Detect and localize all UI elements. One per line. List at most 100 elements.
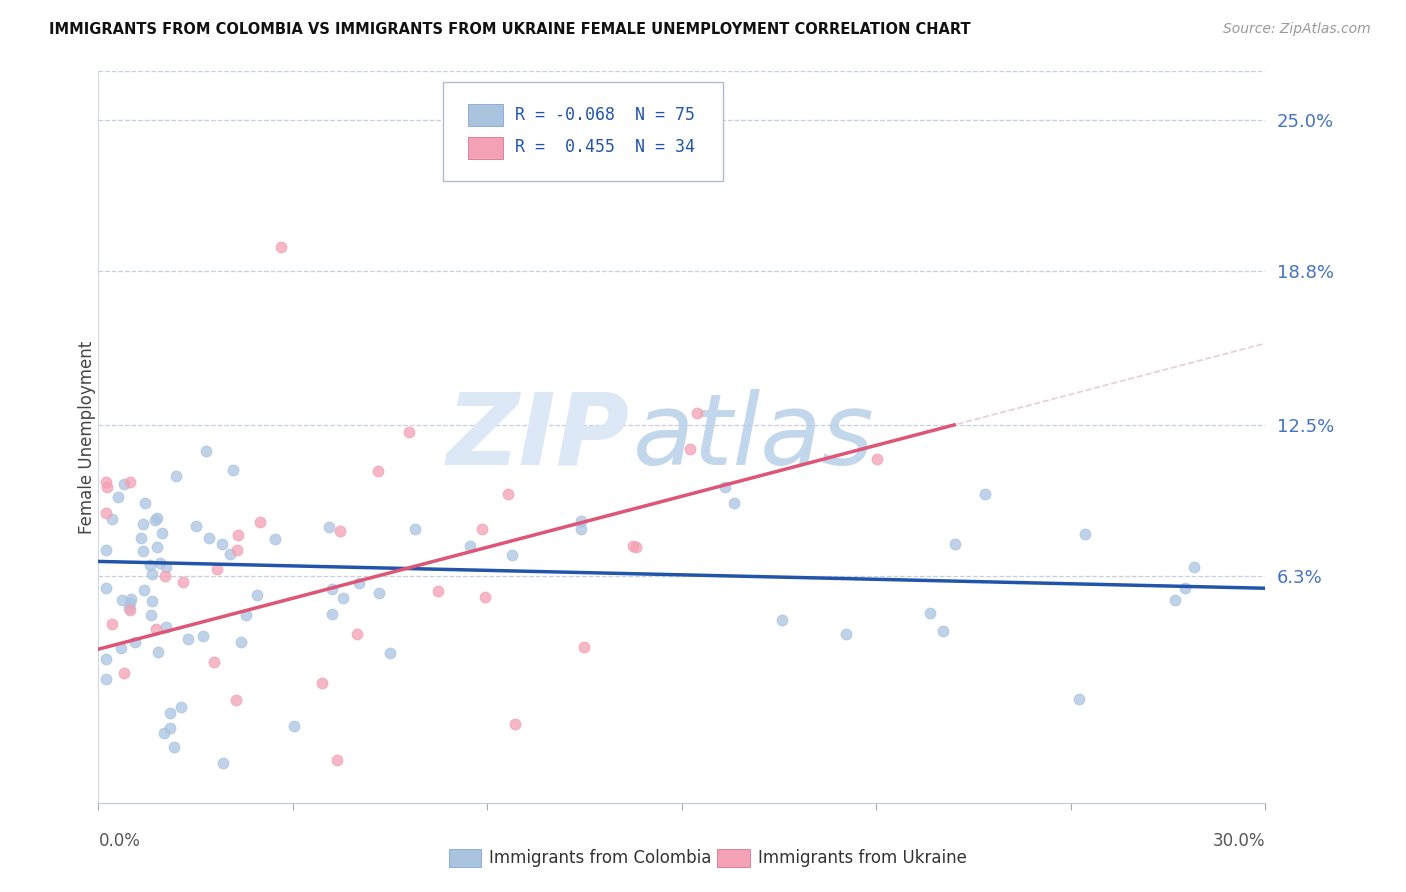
Text: ZIP: ZIP <box>446 389 630 485</box>
Point <box>170 699 193 714</box>
Text: Immigrants from Ukraine: Immigrants from Ukraine <box>758 848 967 867</box>
FancyBboxPatch shape <box>449 849 481 867</box>
Point <box>211 537 233 551</box>
Point <box>162 740 184 755</box>
Point <box>111 593 134 607</box>
Point <box>124 634 146 648</box>
Point <box>155 620 177 634</box>
Point <box>229 634 252 648</box>
Point <box>474 590 496 604</box>
Point <box>112 665 135 680</box>
Point <box>920 606 942 620</box>
Point <box>496 486 519 500</box>
Text: atlas: atlas <box>633 389 875 485</box>
Point <box>222 463 245 477</box>
Point <box>132 516 155 531</box>
Point <box>141 566 163 581</box>
Point <box>235 607 257 622</box>
Point <box>96 582 118 596</box>
Point <box>503 716 526 731</box>
Point <box>146 510 169 524</box>
Point <box>146 540 169 554</box>
Point <box>321 607 343 621</box>
Text: Immigrants from Colombia: Immigrants from Colombia <box>489 848 711 867</box>
Point <box>186 518 208 533</box>
Text: R = -0.068  N = 75: R = -0.068 N = 75 <box>515 105 695 123</box>
Point <box>1174 581 1197 595</box>
Point <box>202 655 225 669</box>
Point <box>501 549 523 563</box>
Point <box>96 475 118 489</box>
Point <box>96 543 118 558</box>
Point <box>404 522 426 536</box>
FancyBboxPatch shape <box>717 849 749 867</box>
Point <box>264 532 287 546</box>
Point <box>1067 691 1090 706</box>
Point <box>159 706 181 721</box>
Point <box>621 540 644 554</box>
Point <box>326 753 349 767</box>
Point <box>283 719 305 733</box>
Point <box>145 622 167 636</box>
FancyBboxPatch shape <box>468 137 503 159</box>
Point <box>118 596 141 610</box>
Point <box>943 537 966 551</box>
Point <box>329 524 352 538</box>
Point <box>149 557 172 571</box>
Point <box>270 240 292 254</box>
Point <box>770 613 793 627</box>
Point <box>218 547 240 561</box>
Point <box>121 591 143 606</box>
Point <box>132 544 155 558</box>
Point <box>96 506 118 520</box>
Point <box>346 627 368 641</box>
Y-axis label: Female Unemployment: Female Unemployment <box>79 341 96 533</box>
Point <box>212 756 235 770</box>
Point <box>378 647 401 661</box>
Point <box>368 586 391 600</box>
Point <box>426 583 449 598</box>
Point <box>159 721 181 735</box>
Point <box>153 725 176 739</box>
Point <box>685 406 707 420</box>
Point <box>932 624 955 638</box>
Point <box>679 442 702 457</box>
Point <box>311 675 333 690</box>
Point <box>143 513 166 527</box>
Point <box>228 528 250 542</box>
Point <box>110 641 132 656</box>
Text: R =  0.455  N = 34: R = 0.455 N = 34 <box>515 138 695 156</box>
Point <box>569 522 592 536</box>
Point <box>107 490 129 504</box>
Point <box>1182 559 1205 574</box>
Point <box>101 617 124 632</box>
Text: IMMIGRANTS FROM COLOMBIA VS IMMIGRANTS FROM UKRAINE FEMALE UNEMPLOYMENT CORRELAT: IMMIGRANTS FROM COLOMBIA VS IMMIGRANTS F… <box>49 22 970 37</box>
Point <box>835 627 858 641</box>
Point <box>172 574 194 589</box>
Point <box>471 522 494 536</box>
Point <box>318 519 340 533</box>
Point <box>155 560 177 574</box>
Point <box>118 603 141 617</box>
Point <box>246 588 269 602</box>
Point <box>194 443 217 458</box>
Point <box>118 475 141 490</box>
Point <box>1164 593 1187 607</box>
Text: 0.0%: 0.0% <box>98 832 141 850</box>
Point <box>139 558 162 573</box>
Point <box>129 531 152 545</box>
FancyBboxPatch shape <box>468 104 503 127</box>
Point <box>974 486 997 500</box>
Point <box>367 464 389 478</box>
Point <box>626 540 648 554</box>
Point <box>112 476 135 491</box>
Point <box>398 425 420 439</box>
Point <box>191 629 214 643</box>
Point <box>134 496 156 510</box>
Point <box>205 562 228 576</box>
Point <box>118 601 141 615</box>
Point <box>176 632 198 646</box>
Point <box>866 452 889 467</box>
Point <box>96 652 118 666</box>
Point <box>96 480 118 494</box>
